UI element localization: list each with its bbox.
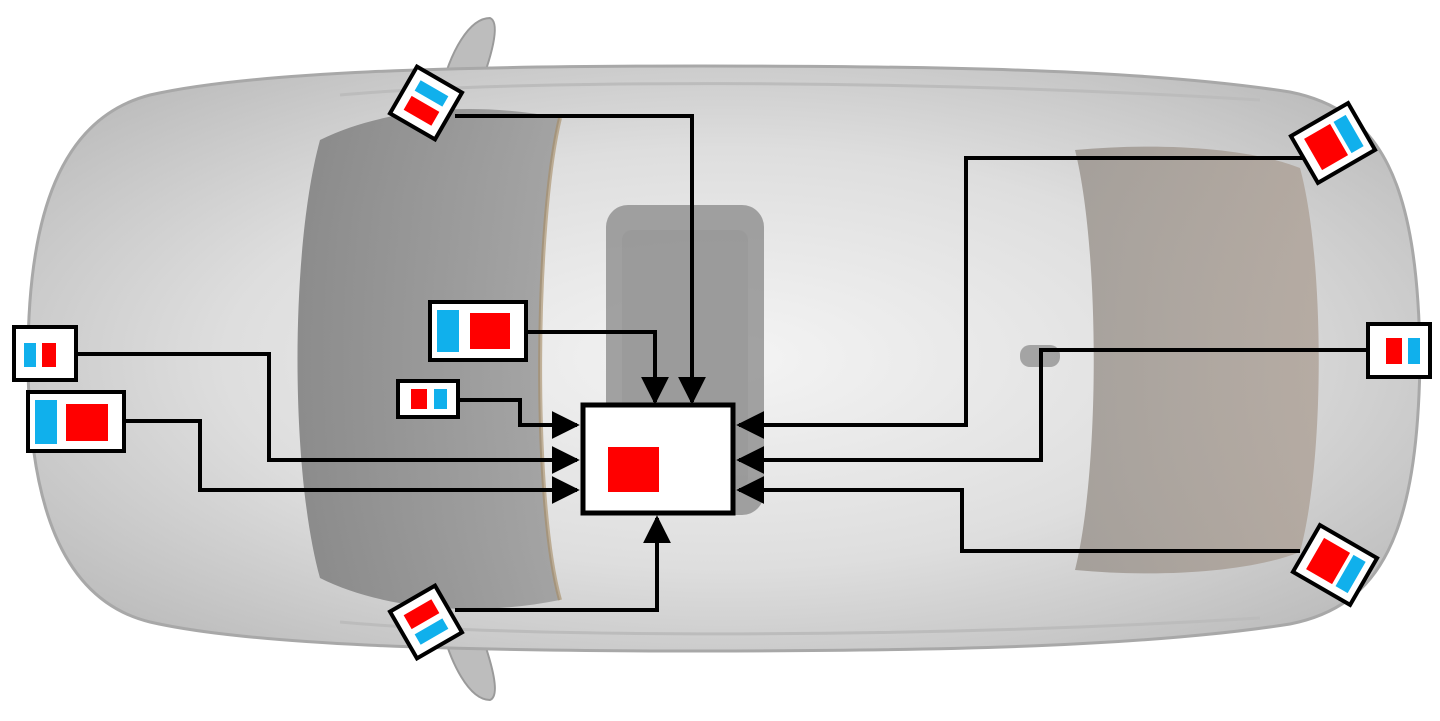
sensor-blue-segment xyxy=(414,80,449,107)
sensor-red-segment xyxy=(411,389,427,409)
link-rear-center xyxy=(736,348,1368,474)
sensor-red-segment xyxy=(403,95,440,126)
sensor-blue-segment xyxy=(437,310,459,352)
link-front-left-large xyxy=(124,419,580,504)
sensor-red-segment xyxy=(403,599,440,630)
link-front-left-small xyxy=(76,352,580,474)
sensor-rear-center xyxy=(1366,322,1432,379)
windshield-frame xyxy=(538,117,562,601)
connection-lines xyxy=(76,114,1368,612)
sensor-front-left-small xyxy=(12,325,78,382)
car-body xyxy=(26,16,1422,702)
link-mirror-right xyxy=(455,515,671,612)
sensor-red-segment xyxy=(66,404,108,441)
sensor-red-segment xyxy=(42,343,56,367)
sensor-front-left-large xyxy=(26,390,126,453)
link-rear-left-corner xyxy=(736,156,1305,439)
sensor-red-segment xyxy=(470,313,510,349)
sensor-cabin-large xyxy=(428,300,528,362)
rear-window xyxy=(1075,146,1319,574)
sensor-mirror-right xyxy=(387,582,465,662)
sensor-blue-segment xyxy=(35,400,57,444)
sensor-blue-segment xyxy=(24,343,36,367)
sensor-blue-segment xyxy=(1335,554,1366,594)
link-cabin-small xyxy=(458,398,580,439)
sensor-rear-left-corner xyxy=(1288,100,1378,186)
sensor-red-segment xyxy=(1306,537,1351,585)
central-control-unit xyxy=(580,402,736,516)
sensor-mirror-left xyxy=(387,63,465,143)
sensor-cabin-small xyxy=(396,379,460,419)
link-cabin-large xyxy=(526,330,669,405)
sensor-rear-right-corner xyxy=(1290,522,1380,608)
sensor-red-segment xyxy=(1386,338,1402,364)
sensor-blue-segment xyxy=(434,389,447,409)
link-mirror-left xyxy=(455,114,706,405)
sensor-blue-segment xyxy=(1408,338,1420,364)
link-rear-right-corner xyxy=(736,476,1300,553)
sensor-blue-segment xyxy=(1333,114,1364,154)
sensor-red-segment xyxy=(1304,123,1349,171)
sensor-blue-segment xyxy=(414,618,449,645)
controller-core xyxy=(608,447,659,492)
